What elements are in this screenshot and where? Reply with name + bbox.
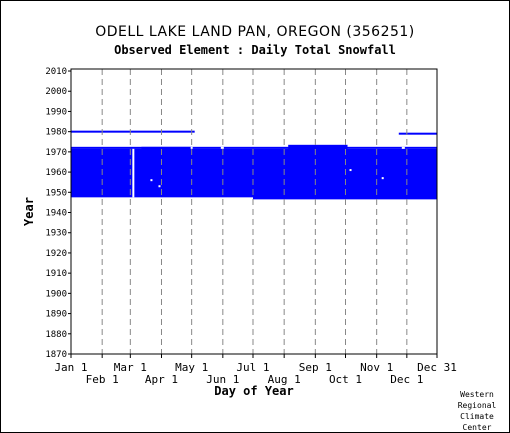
y-tick-label: 1950 xyxy=(45,188,67,198)
x-axis-label: Day of Year xyxy=(214,384,293,398)
y-tick-label: 1920 xyxy=(45,249,67,259)
x-tick-label: Nov 1 xyxy=(360,361,393,374)
y-tick-label: 1880 xyxy=(45,330,67,340)
axes xyxy=(68,68,438,358)
missing-record xyxy=(150,179,153,182)
x-tick-label: Jun 1 xyxy=(206,373,239,386)
missing-record xyxy=(381,177,384,180)
x-tick-label: Dec 31 xyxy=(417,361,457,374)
x-tick-label: Feb 1 xyxy=(86,373,119,386)
data-record xyxy=(398,132,437,135)
credit-block: Western Regional Climate Center xyxy=(448,389,506,433)
y-tick-label: 1890 xyxy=(45,310,67,320)
data-record xyxy=(141,146,192,153)
missing-record xyxy=(190,146,193,149)
plot-border xyxy=(70,68,438,355)
credit-line: Center xyxy=(462,423,492,432)
missing-record xyxy=(349,169,352,172)
plot-background xyxy=(71,69,437,354)
y-tick-label: 2010 xyxy=(45,67,67,77)
x-tick-label: Aug 1 xyxy=(268,373,301,386)
data-record xyxy=(288,144,348,153)
chart-title: ODELL LAKE LAND PAN, OREGON (356251) xyxy=(95,24,415,40)
y-tick-label: 1910 xyxy=(45,269,67,279)
data-record xyxy=(71,146,437,149)
data-record xyxy=(71,130,195,133)
x-tick-label: Apr 1 xyxy=(145,373,178,386)
data-record xyxy=(347,150,437,153)
data-record xyxy=(252,195,437,200)
y-tick-label: 1870 xyxy=(45,350,67,360)
x-tick-label: Dec 1 xyxy=(390,373,423,386)
grid-lines xyxy=(101,69,408,354)
missing-record xyxy=(401,146,405,149)
credit-line: Regional xyxy=(457,401,497,410)
y-tick-label: 1940 xyxy=(45,209,67,219)
y-axis-label: Year xyxy=(22,197,36,226)
y-tick-label: 2000 xyxy=(45,87,67,97)
chart-subtitle: Observed Element : Daily Total Snowfall xyxy=(114,43,396,57)
credit-line: Western xyxy=(460,390,494,399)
data-record xyxy=(71,148,437,198)
x-tick-label: Sep 1 xyxy=(299,361,332,374)
data-record xyxy=(191,148,289,153)
x-tick-label: Oct 1 xyxy=(329,373,362,386)
credit-line: Climate xyxy=(460,412,494,421)
missing-record xyxy=(132,148,135,198)
x-tick-label: May 1 xyxy=(175,361,208,374)
missing-record xyxy=(220,146,224,149)
data-records xyxy=(71,130,437,200)
y-tick-label: 1930 xyxy=(45,229,67,239)
y-tick-label: 1970 xyxy=(45,148,67,158)
x-tick-label: Jan 1 xyxy=(54,361,87,374)
y-tick-label: 1990 xyxy=(45,107,67,117)
y-tick-label: 1960 xyxy=(45,168,67,178)
plot-area xyxy=(71,69,437,354)
missing-record xyxy=(158,185,161,188)
x-tick-label: Jul 1 xyxy=(236,361,269,374)
y-tick-label: 1900 xyxy=(45,289,67,299)
x-tick-label: Mar 1 xyxy=(114,361,147,374)
axis-labels: 1870 1880 1890 1900 1910 1920 1930 1940 1950 1960… xyxy=(22,67,457,398)
y-tick-label: 1980 xyxy=(45,128,67,138)
